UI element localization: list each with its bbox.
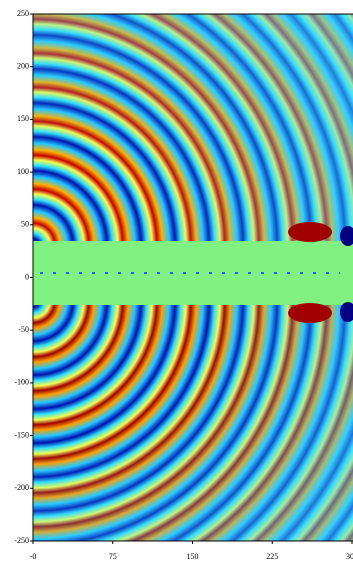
y-tick-label: -50 xyxy=(18,325,29,334)
y-tick-label: 250 xyxy=(17,9,29,18)
x-tick-label: 300 xyxy=(346,552,353,561)
y-tick-label: 200 xyxy=(17,62,29,71)
y-tick-label: -150 xyxy=(14,430,29,439)
y-tick-label: -100 xyxy=(14,378,29,387)
x-tick-label: 225 xyxy=(266,552,278,561)
x-tick-label: -0 xyxy=(30,552,37,561)
y-tick-label: 100 xyxy=(17,167,29,176)
y-tick-label: 0 xyxy=(25,272,29,281)
y-tick-label: 150 xyxy=(17,114,29,123)
y-tick-label: -200 xyxy=(14,483,29,492)
x-tick-label: 75 xyxy=(109,552,117,561)
y-tick-label: 50 xyxy=(21,220,29,229)
x-tick-label: 150 xyxy=(187,552,199,561)
y-tick-label: -250 xyxy=(14,536,29,545)
field-image xyxy=(33,14,353,541)
